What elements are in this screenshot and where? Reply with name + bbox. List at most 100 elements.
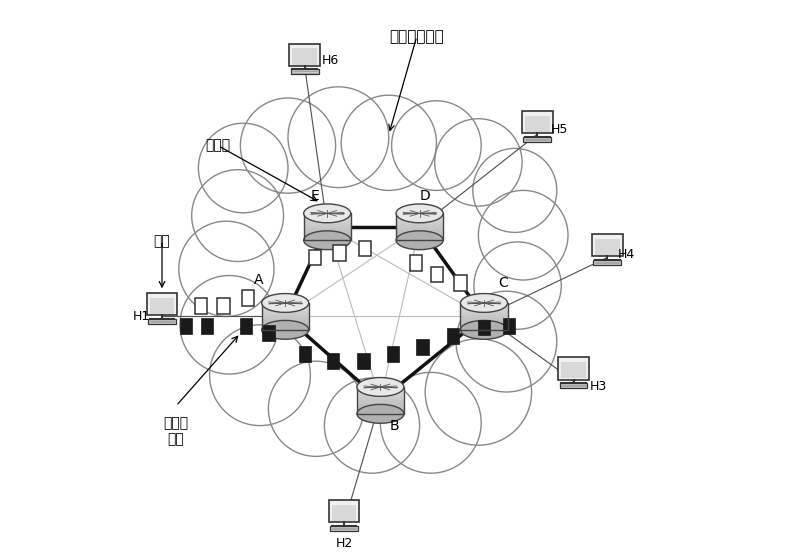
Circle shape [198, 123, 288, 213]
Polygon shape [396, 227, 443, 228]
Polygon shape [262, 306, 309, 307]
Polygon shape [461, 320, 507, 322]
Polygon shape [262, 327, 309, 329]
Polygon shape [396, 232, 443, 234]
Polygon shape [396, 219, 443, 220]
Polygon shape [523, 137, 551, 142]
Polygon shape [461, 323, 507, 324]
Polygon shape [357, 410, 404, 411]
Polygon shape [357, 408, 404, 410]
Polygon shape [396, 226, 443, 227]
Polygon shape [396, 228, 443, 230]
Polygon shape [461, 327, 507, 329]
Polygon shape [304, 221, 350, 223]
Polygon shape [461, 311, 507, 312]
Polygon shape [304, 227, 350, 228]
Polygon shape [461, 316, 507, 318]
Circle shape [325, 378, 420, 473]
Polygon shape [357, 413, 404, 414]
Bar [298, 346, 311, 362]
Bar [180, 318, 192, 334]
Polygon shape [262, 318, 309, 319]
Ellipse shape [396, 204, 443, 223]
Polygon shape [558, 357, 589, 380]
Polygon shape [262, 310, 309, 311]
Polygon shape [461, 315, 507, 316]
Polygon shape [560, 383, 587, 388]
Polygon shape [461, 319, 507, 320]
Polygon shape [262, 314, 309, 315]
Bar [430, 267, 443, 282]
Ellipse shape [396, 231, 443, 250]
Polygon shape [461, 324, 507, 326]
Circle shape [240, 98, 336, 193]
Polygon shape [262, 322, 309, 323]
Polygon shape [396, 235, 443, 236]
Polygon shape [304, 239, 350, 240]
Polygon shape [357, 411, 404, 413]
Circle shape [179, 221, 274, 316]
Polygon shape [291, 69, 318, 74]
Polygon shape [522, 111, 553, 133]
Bar [410, 255, 422, 271]
Text: C: C [498, 276, 509, 290]
Polygon shape [396, 230, 443, 231]
Bar [387, 346, 399, 362]
Polygon shape [461, 326, 507, 327]
Text: H4: H4 [618, 248, 635, 262]
Circle shape [426, 339, 532, 445]
Circle shape [478, 190, 568, 280]
Polygon shape [262, 309, 309, 310]
Polygon shape [148, 319, 176, 324]
Polygon shape [396, 220, 443, 221]
Polygon shape [304, 230, 350, 231]
Polygon shape [461, 309, 507, 310]
Polygon shape [357, 387, 404, 388]
Polygon shape [461, 312, 507, 314]
Ellipse shape [461, 320, 507, 339]
Bar [359, 241, 371, 256]
Polygon shape [357, 390, 404, 391]
Polygon shape [396, 234, 443, 235]
Polygon shape [262, 319, 309, 320]
Polygon shape [262, 324, 309, 326]
Polygon shape [357, 402, 404, 403]
Circle shape [434, 119, 522, 206]
Polygon shape [304, 217, 350, 219]
Polygon shape [357, 406, 404, 407]
Polygon shape [304, 216, 350, 217]
Ellipse shape [235, 160, 515, 406]
Polygon shape [357, 403, 404, 404]
Ellipse shape [304, 231, 350, 250]
Bar [416, 339, 429, 355]
Polygon shape [290, 44, 320, 66]
Circle shape [381, 372, 482, 473]
Polygon shape [396, 213, 443, 214]
Polygon shape [461, 310, 507, 311]
Polygon shape [562, 362, 586, 378]
Text: E: E [310, 189, 319, 203]
Polygon shape [357, 404, 404, 406]
Polygon shape [304, 220, 350, 221]
Polygon shape [461, 322, 507, 323]
Text: 网络核心部分: 网络核心部分 [390, 29, 444, 44]
Polygon shape [293, 48, 317, 64]
Polygon shape [262, 320, 309, 322]
Polygon shape [396, 237, 443, 239]
Ellipse shape [262, 293, 309, 312]
Polygon shape [357, 393, 404, 394]
Bar [201, 318, 213, 334]
Polygon shape [396, 239, 443, 240]
Polygon shape [357, 407, 404, 408]
Polygon shape [357, 388, 404, 390]
Polygon shape [396, 224, 443, 226]
Bar [326, 353, 339, 369]
Ellipse shape [461, 293, 507, 312]
Polygon shape [304, 224, 350, 226]
Polygon shape [357, 395, 404, 396]
Polygon shape [396, 223, 443, 224]
Polygon shape [262, 323, 309, 324]
Ellipse shape [304, 204, 350, 223]
Polygon shape [304, 219, 350, 220]
Circle shape [341, 95, 437, 190]
